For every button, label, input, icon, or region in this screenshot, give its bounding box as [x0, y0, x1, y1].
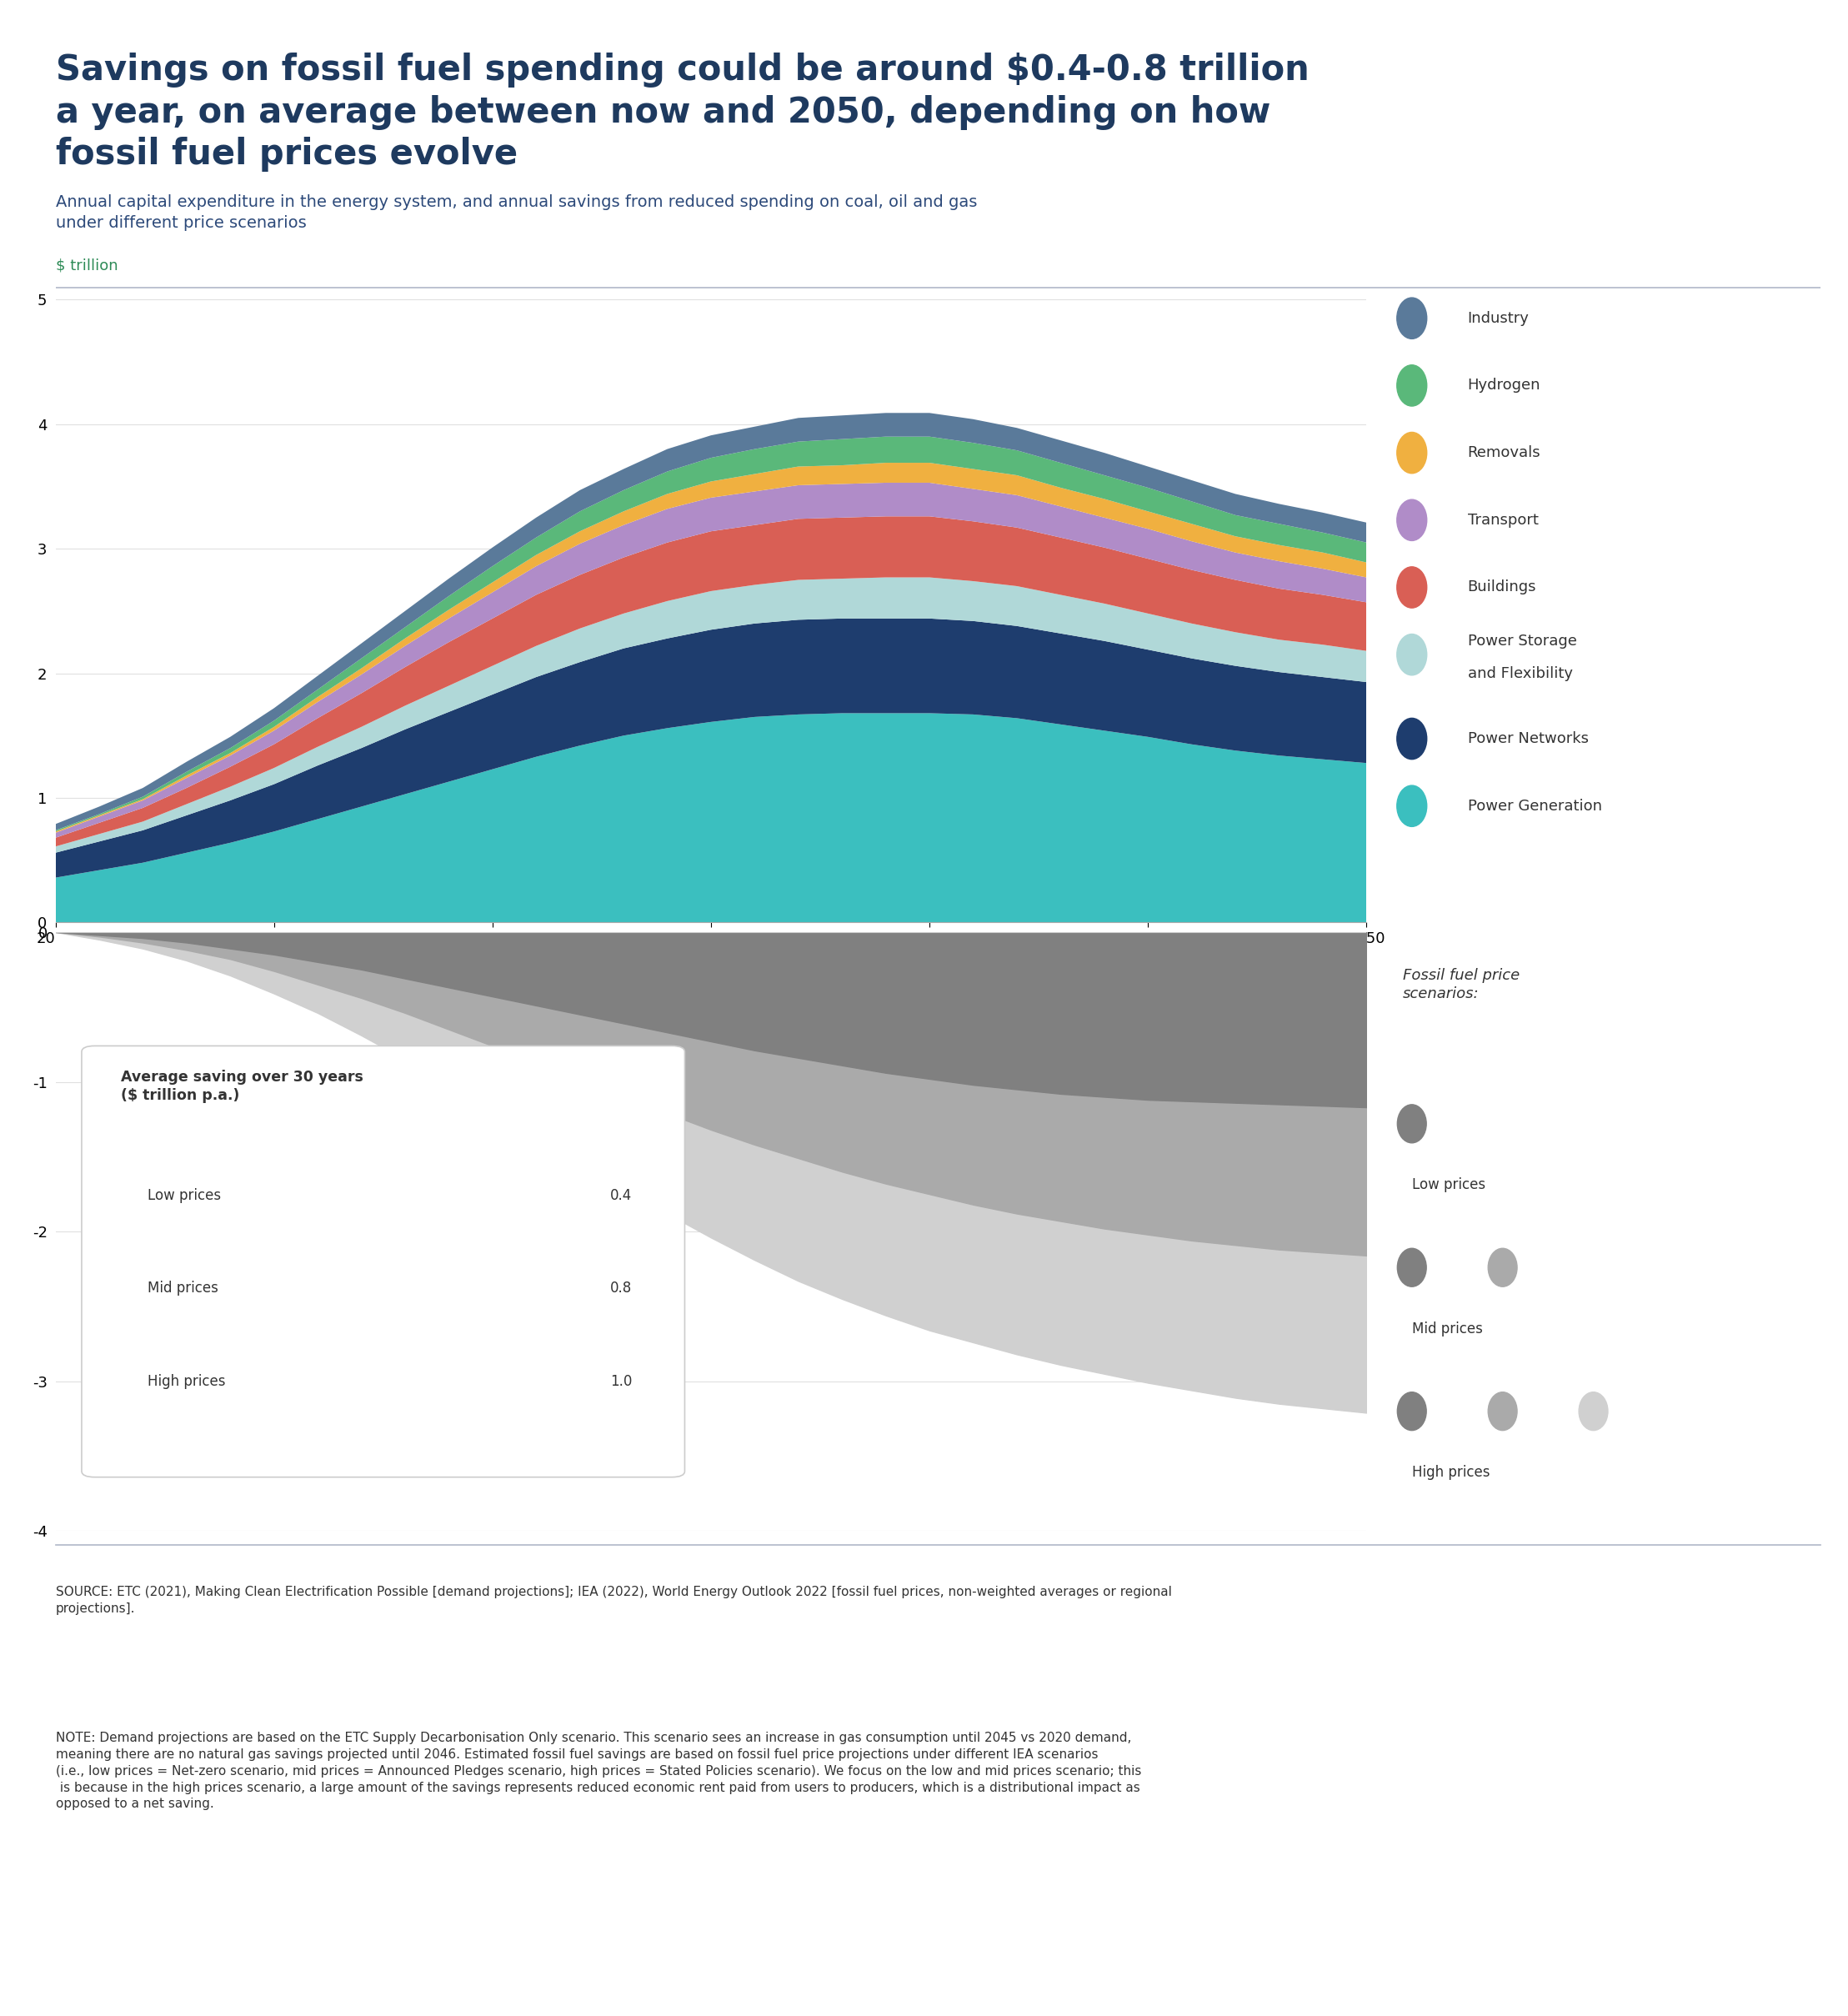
Text: NOTE: Demand projections are based on the ETC Supply Decarbonisation Only scenar: NOTE: Demand projections are based on th…: [55, 1732, 1140, 1810]
Text: Hydrogen: Hydrogen: [1467, 379, 1541, 393]
Text: Transport: Transport: [1467, 512, 1538, 528]
Text: Fossil fuel price
scenarios:: Fossil fuel price scenarios:: [1403, 968, 1519, 1002]
Circle shape: [1397, 1393, 1427, 1431]
Text: Power Networks: Power Networks: [1467, 732, 1589, 746]
Text: Mid prices: Mid prices: [148, 1280, 218, 1296]
Text: High prices: High prices: [148, 1373, 225, 1389]
FancyBboxPatch shape: [81, 1046, 686, 1478]
Text: Removals: Removals: [1467, 446, 1541, 460]
Text: Savings on fossil fuel spending could be around $0.4-0.8 trillion
a year, on ave: Savings on fossil fuel spending could be…: [55, 52, 1308, 171]
Text: Mid prices: Mid prices: [1412, 1320, 1482, 1337]
Text: Low prices: Low prices: [148, 1187, 220, 1204]
Text: Industry: Industry: [1467, 310, 1530, 327]
Text: Power Generation: Power Generation: [1467, 798, 1602, 814]
Circle shape: [1397, 500, 1427, 540]
Circle shape: [1488, 1393, 1517, 1431]
Text: and Flexibility: and Flexibility: [1467, 665, 1573, 681]
Text: Low prices: Low prices: [1412, 1177, 1486, 1193]
Circle shape: [1397, 786, 1427, 827]
Circle shape: [1397, 298, 1427, 339]
Circle shape: [1578, 1393, 1608, 1431]
Circle shape: [1397, 1105, 1427, 1143]
Text: $ trillion: $ trillion: [55, 258, 118, 274]
Text: 1.0: 1.0: [610, 1373, 632, 1389]
Text: Average saving over 30 years
($ trillion p.a.): Average saving over 30 years ($ trillion…: [120, 1070, 364, 1103]
Circle shape: [1397, 635, 1427, 675]
Circle shape: [1397, 365, 1427, 405]
Circle shape: [1397, 1248, 1427, 1286]
Text: SOURCE: ETC (2021), Making Clean Electrification Possible [demand projections]; : SOURCE: ETC (2021), Making Clean Electri…: [55, 1587, 1172, 1615]
Circle shape: [1397, 718, 1427, 760]
Circle shape: [1397, 431, 1427, 474]
Text: 0.4: 0.4: [610, 1187, 632, 1204]
Text: 0.8: 0.8: [610, 1280, 632, 1296]
Text: Annual capital expenditure in the energy system, and annual savings from reduced: Annual capital expenditure in the energy…: [55, 194, 978, 232]
Text: Power Storage: Power Storage: [1467, 633, 1576, 649]
Circle shape: [1488, 1248, 1517, 1286]
Circle shape: [1397, 566, 1427, 609]
Text: High prices: High prices: [1412, 1466, 1489, 1480]
Text: Buildings: Buildings: [1467, 581, 1536, 595]
